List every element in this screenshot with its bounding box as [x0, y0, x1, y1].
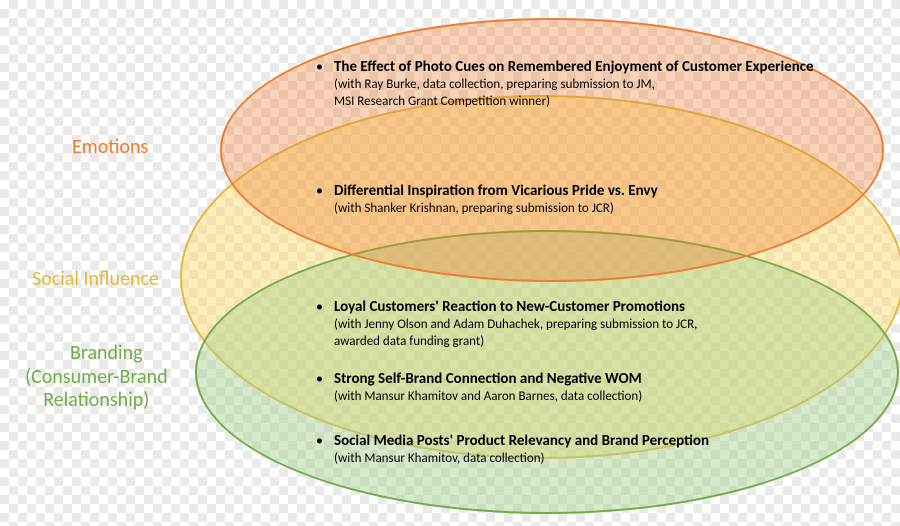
bullet-title: Differential Inspiration from Vicarious … [334, 182, 860, 201]
list-item: Social Media Posts' Product Relevancy an… [310, 432, 860, 468]
label-emotions: Emotions [72, 136, 148, 159]
bullet-group: Differential Inspiration from Vicarious … [310, 182, 860, 228]
bullet-sub: (with Mansur Khamitov, data collection) [334, 451, 860, 468]
bullet-sub: (with Shanker Krishnan, preparing submis… [334, 201, 860, 218]
diagram-stage: Emotions Social Influence Branding (Cons… [0, 0, 900, 526]
bullet-title: Strong Self-Brand Connection and Negativ… [334, 370, 860, 389]
bullet-title: The Effect of Photo Cues on Remembered E… [334, 58, 860, 77]
list-item: Loyal Customers' Reaction to New-Custome… [310, 298, 860, 351]
bullet-group: Strong Self-Brand Connection and Negativ… [310, 370, 860, 416]
label-branding-subtitle: (Consumer-Brand Relationship) [25, 366, 168, 412]
bullet-group: Social Media Posts' Product Relevancy an… [310, 432, 860, 478]
bullet-title: Loyal Customers' Reaction to New-Custome… [334, 298, 860, 317]
bullet-group: The Effect of Photo Cues on Remembered E… [310, 58, 860, 121]
bullet-title: Social Media Posts' Product Relevancy an… [334, 432, 860, 451]
list-item: The Effect of Photo Cues on Remembered E… [310, 58, 860, 111]
bullet-group: Loyal Customers' Reaction to New-Custome… [310, 298, 860, 361]
label-branding: Branding [70, 342, 143, 365]
bullet-sub: (with Jenny Olson and Adam Duhachek, pre… [334, 317, 860, 351]
bullet-sub: (with Ray Burke, data collection, prepar… [334, 77, 860, 111]
bullet-sub: (with Mansur Khamitov and Aaron Barnes, … [334, 389, 860, 406]
list-item: Strong Self-Brand Connection and Negativ… [310, 370, 860, 406]
list-item: Differential Inspiration from Vicarious … [310, 182, 860, 218]
label-social-influence: Social Influence [32, 268, 159, 291]
